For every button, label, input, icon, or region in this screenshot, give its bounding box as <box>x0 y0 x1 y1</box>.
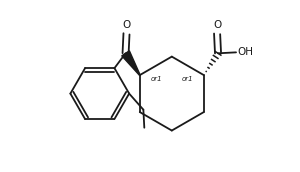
Text: O: O <box>213 20 221 30</box>
Polygon shape <box>122 51 140 75</box>
Text: OH: OH <box>237 47 253 57</box>
Text: or1: or1 <box>150 76 162 82</box>
Text: or1: or1 <box>182 76 194 82</box>
Text: O: O <box>122 20 130 30</box>
